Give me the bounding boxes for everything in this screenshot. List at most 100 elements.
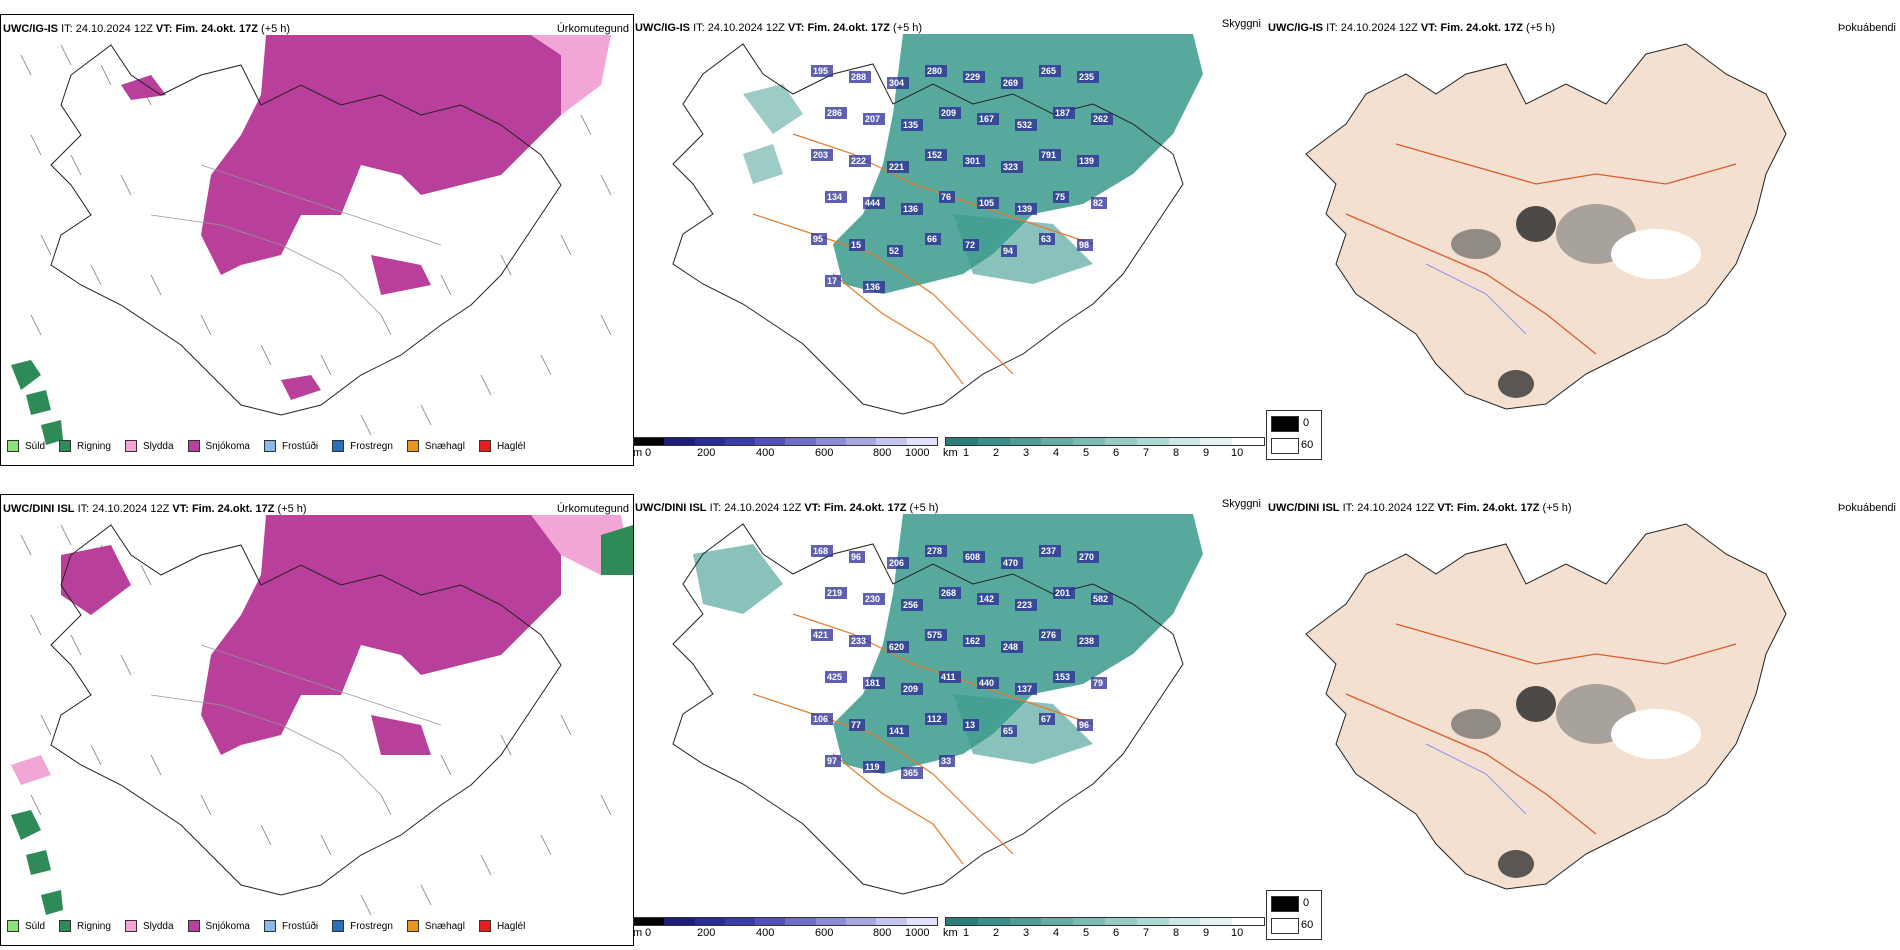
vis-label-bg — [925, 545, 947, 557]
vis-label: 153 — [1055, 672, 1070, 682]
vis-panel-1: 195 288 304 280 229 269 265 235 286 207 135 209 167 5… — [633, 14, 1265, 464]
vis-label-bg — [977, 113, 999, 125]
vis-label-bg — [1077, 239, 1093, 251]
vis-label: 136 — [903, 204, 918, 214]
vis-label-bg — [1039, 545, 1061, 557]
vis-label: 286 — [827, 108, 842, 118]
vis-label-bg — [925, 65, 947, 77]
vis-label-bg — [1077, 719, 1093, 731]
vis-label-bg — [849, 719, 865, 731]
vis-label: 608 — [965, 552, 980, 562]
vis-label-bg — [1039, 233, 1055, 245]
vis-label-bg — [1001, 641, 1023, 653]
vis-label: 136 — [865, 282, 880, 292]
precip-map-2 — [11, 515, 633, 916]
row-2: UWC/DINI ISL IT: 24.10.2024 12Z VT: Fim.… — [0, 480, 1900, 950]
vis-label: 63 — [1041, 234, 1051, 244]
vis-label: 97 — [827, 756, 837, 766]
vis-label: 425 — [827, 672, 842, 682]
fog-title-1: Þokuábendi — [1837, 22, 1896, 34]
vis-label: 33 — [941, 756, 951, 766]
vis-label: 67 — [1041, 714, 1051, 724]
vis-label-bg — [925, 713, 947, 725]
vis-colorbar-2: km 1 2 3 4 5 6 7 8 9 10 — [943, 917, 1265, 940]
vis-label-bg — [977, 593, 999, 605]
vis-label-bg — [1001, 161, 1023, 173]
vis-label-bg — [887, 161, 909, 173]
precip-header-2: UWC/DINI ISL IT: 24.10.2024 12Z VT: Fim.… — [3, 503, 307, 515]
vis-label: 365 — [903, 768, 918, 778]
fog-header-1: UWC/IG-IS IT: 24.10.2024 12Z VT: Fim. 24… — [1268, 22, 1556, 34]
vis-label: 278 — [927, 546, 942, 556]
vis-label-bg — [939, 107, 961, 119]
vis-label: 168 — [813, 546, 828, 556]
vis-header-1: UWC/IG-IS IT: 24.10.2024 12Z VT: Fim. 24… — [635, 22, 923, 34]
vis-label: 221 — [889, 162, 904, 172]
vis-label-bg — [1077, 551, 1099, 563]
vis-label-bg — [1053, 107, 1075, 119]
vis-label: 238 — [1079, 636, 1094, 646]
vis-label: 95 — [813, 234, 823, 244]
vis-label: 230 — [865, 594, 880, 604]
precip-legend-1: Súld Rigning Slydda Snjókoma Frostúði Fr… — [7, 440, 539, 452]
vis-label: 270 — [1079, 552, 1094, 562]
vis-label-bg — [887, 725, 909, 737]
vis-label-bg — [939, 755, 955, 767]
vis-label: 229 — [965, 72, 980, 82]
vis-label: 141 — [889, 726, 904, 736]
vis-label-bg — [1001, 557, 1023, 569]
vis-labels: 168 96 206 278 608 470 237 270 219 230 256 268 142 22… — [811, 545, 1113, 779]
vis-label-bg — [925, 233, 941, 245]
fog-legend-1: 0 60 — [1266, 410, 1322, 460]
vis-label-bg — [1091, 677, 1107, 689]
vis-title-2: Skyggni — [1221, 498, 1261, 510]
vis-label: 233 — [851, 636, 866, 646]
vis-label: 237 — [1041, 546, 1056, 556]
vis-label: 96 — [851, 552, 861, 562]
vt-label: VT: — [155, 23, 173, 35]
fog-panel-1: UWC/IG-IS IT: 24.10.2024 12Z VT: Fim. 24… — [1266, 14, 1900, 464]
vis-label: 96 — [1079, 720, 1089, 730]
legend-item: Súld — [7, 920, 45, 932]
vis-label-bg — [1001, 77, 1023, 89]
vis-title-1: Skyggni — [1221, 18, 1261, 30]
vis-label: 167 — [979, 114, 994, 124]
vis-label: 187 — [1055, 108, 1070, 118]
vis-label: 15 — [851, 240, 861, 250]
it-label: IT: — [61, 23, 73, 35]
vis-label-bg — [1001, 245, 1017, 257]
vis-label-bg — [811, 149, 833, 161]
vis-label-bg — [901, 767, 923, 779]
vis-label-bg — [863, 677, 885, 689]
vis-label-bg — [811, 713, 833, 725]
vis-label-bg — [901, 203, 923, 215]
vis-label-bg — [849, 239, 865, 251]
vis-label: 76 — [941, 192, 951, 202]
vis-colorbar-1: km 1 2 3 4 5 6 7 8 9 10 — [943, 437, 1265, 460]
legend-item: Rigning — [59, 440, 111, 452]
legend-item: Súld — [7, 440, 45, 452]
vis-label: 219 — [827, 588, 842, 598]
vis-label: 421 — [813, 630, 828, 640]
vis-label-bg — [1091, 113, 1113, 125]
vis-label: 82 — [1093, 198, 1103, 208]
precip-panel-2: UWC/DINI ISL IT: 24.10.2024 12Z VT: Fim.… — [0, 494, 634, 946]
vis-label: 620 — [889, 642, 904, 652]
vis-label: 223 — [1017, 600, 1032, 610]
precip-header-1: UWC/IG-IS IT: 24.10.2024 12Z VT: Fim. 24… — [3, 23, 290, 35]
vis-label: 77 — [851, 720, 861, 730]
vis-label-bg — [1053, 191, 1069, 203]
vis-label: 582 — [1093, 594, 1108, 604]
vis-label-bg — [863, 761, 885, 773]
vis-label: 75 — [1055, 192, 1065, 202]
vis-label: 288 — [851, 72, 866, 82]
vis-label-bg — [1091, 593, 1113, 605]
vis-label: 304 — [889, 78, 904, 88]
fog-header-2: UWC/DINI ISL IT: 24.10.2024 12Z VT: Fim.… — [1268, 502, 1572, 514]
vis-label: 248 — [1003, 642, 1018, 652]
vis-label-bg — [811, 65, 833, 77]
fog-map-1 — [1305, 43, 1787, 410]
vis-label-bg — [1077, 635, 1099, 647]
height-colorbar-1: m 0 200 400 600 800 1000 — [633, 437, 938, 460]
vis-label-bg — [963, 71, 985, 83]
